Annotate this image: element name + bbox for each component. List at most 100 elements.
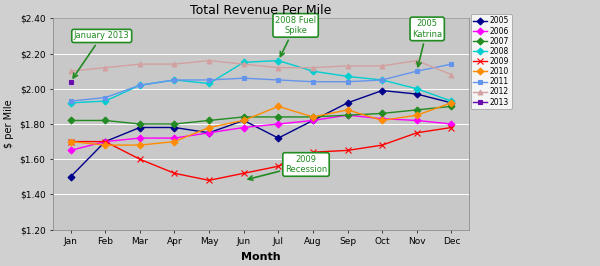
Line: 2011: 2011 [68,62,454,103]
2011 [379,78,386,82]
2007 [171,122,178,126]
Line: 2008: 2008 [68,58,454,105]
2009 [413,131,421,134]
2012 [171,63,178,66]
2009 [67,140,74,143]
2011 [413,70,421,73]
2007 [344,114,351,117]
2006 [275,122,282,126]
2010 [67,140,74,143]
Text: January 2013: January 2013 [73,31,130,78]
2012 [275,66,282,69]
2010 [310,115,317,119]
2010 [101,144,109,147]
2006 [171,136,178,140]
2012 [344,64,351,68]
2007 [205,119,212,122]
2005 [205,131,212,134]
Text: 2008 Fuel
Spike: 2008 Fuel Spike [275,16,316,56]
2010 [379,119,386,122]
2009 [448,126,455,129]
2005 [101,140,109,143]
2012 [67,70,74,73]
2008 [448,99,455,103]
2006 [379,117,386,120]
2011 [275,78,282,82]
2009 [205,179,212,182]
2011 [136,84,143,87]
2010 [205,126,212,129]
Line: 2009: 2009 [67,124,455,184]
2008 [275,59,282,62]
2009 [379,144,386,147]
2012 [205,59,212,62]
2011 [344,80,351,83]
2011 [67,99,74,103]
2011 [171,78,178,82]
2006 [413,119,421,122]
2008 [344,75,351,78]
2007 [310,115,317,119]
2008 [310,70,317,73]
Text: 2009
Recession: 2009 Recession [248,155,327,180]
2008 [171,78,178,82]
2011 [448,63,455,66]
2008 [379,78,386,82]
2009 [275,165,282,168]
2012 [240,63,247,66]
2012 [413,59,421,62]
Line: 2006: 2006 [68,113,454,153]
2006 [67,149,74,152]
2010 [413,114,421,117]
2009 [344,149,351,152]
2006 [448,122,455,126]
2007 [67,119,74,122]
2012 [101,66,109,69]
2007 [448,105,455,108]
2011 [240,77,247,80]
Title: Total Revenue Per Mile: Total Revenue Per Mile [190,4,332,17]
2008 [205,82,212,85]
2010 [275,105,282,108]
2005 [448,101,455,105]
2010 [344,108,351,111]
2007 [275,115,282,119]
2009 [310,151,317,154]
Line: 2005: 2005 [68,88,454,179]
2010 [171,140,178,143]
Legend: 2005, 2006, 2007, 2008, 2009, 2010, 2011, 2012, 2013: 2005, 2006, 2007, 2008, 2009, 2010, 2011… [471,14,512,109]
2005 [67,175,74,178]
2007 [240,115,247,119]
2008 [101,99,109,103]
2009 [171,172,178,175]
2010 [136,144,143,147]
2006 [101,140,109,143]
2012 [136,63,143,66]
2012 [310,66,317,69]
X-axis label: Month: Month [241,252,281,262]
Y-axis label: $ per Mile: $ per Mile [4,100,14,148]
2007 [379,112,386,115]
2010 [240,119,247,122]
2009 [101,140,109,143]
2006 [344,114,351,117]
2008 [240,61,247,64]
2007 [413,108,421,111]
2005 [240,119,247,122]
2008 [136,84,143,87]
2008 [67,101,74,105]
2010 [448,101,455,105]
2005 [413,93,421,96]
2006 [310,119,317,122]
Line: 2012: 2012 [68,58,454,77]
2009 [240,172,247,175]
2012 [379,64,386,68]
Text: 2005
Katrina: 2005 Katrina [412,19,442,67]
2005 [379,89,386,92]
2011 [205,78,212,82]
2005 [344,101,351,105]
Line: 2007: 2007 [68,104,454,126]
2008 [413,87,421,90]
2012 [448,73,455,76]
2006 [240,126,247,129]
